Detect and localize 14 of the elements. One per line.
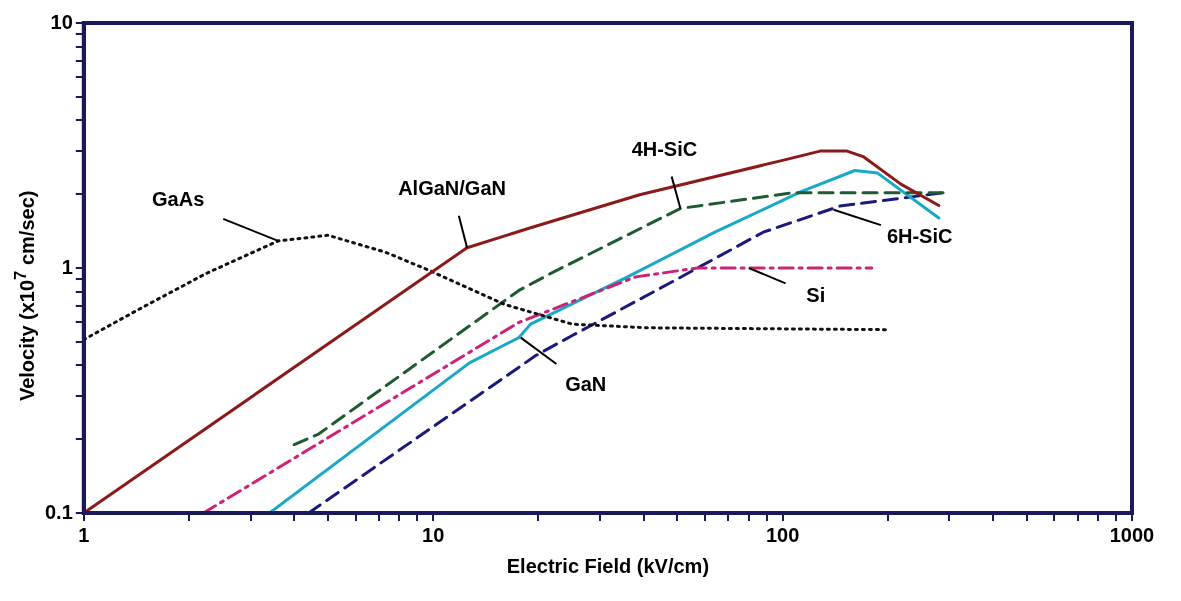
y-tick-label: 10 <box>50 10 73 33</box>
x-tick-label: 1000 <box>1109 523 1155 546</box>
annotation: 4H-SiC <box>631 137 698 160</box>
x-axis-title: Electric Field (kV/cm) <box>506 554 710 577</box>
x-tick-label: 10 <box>422 523 445 546</box>
y-tick-label: 1 <box>61 255 73 278</box>
annotation: AlGaN/GaN <box>398 177 506 200</box>
y-tick-label: 0.1 <box>44 500 73 523</box>
annotation: GaN <box>565 373 607 396</box>
annotation: Si <box>806 283 826 306</box>
annotation: 6H-SiC <box>886 225 953 248</box>
x-tick-label: 1 <box>78 523 90 546</box>
annotation: GaAs <box>152 188 205 211</box>
x-tick-label: 100 <box>765 523 800 546</box>
